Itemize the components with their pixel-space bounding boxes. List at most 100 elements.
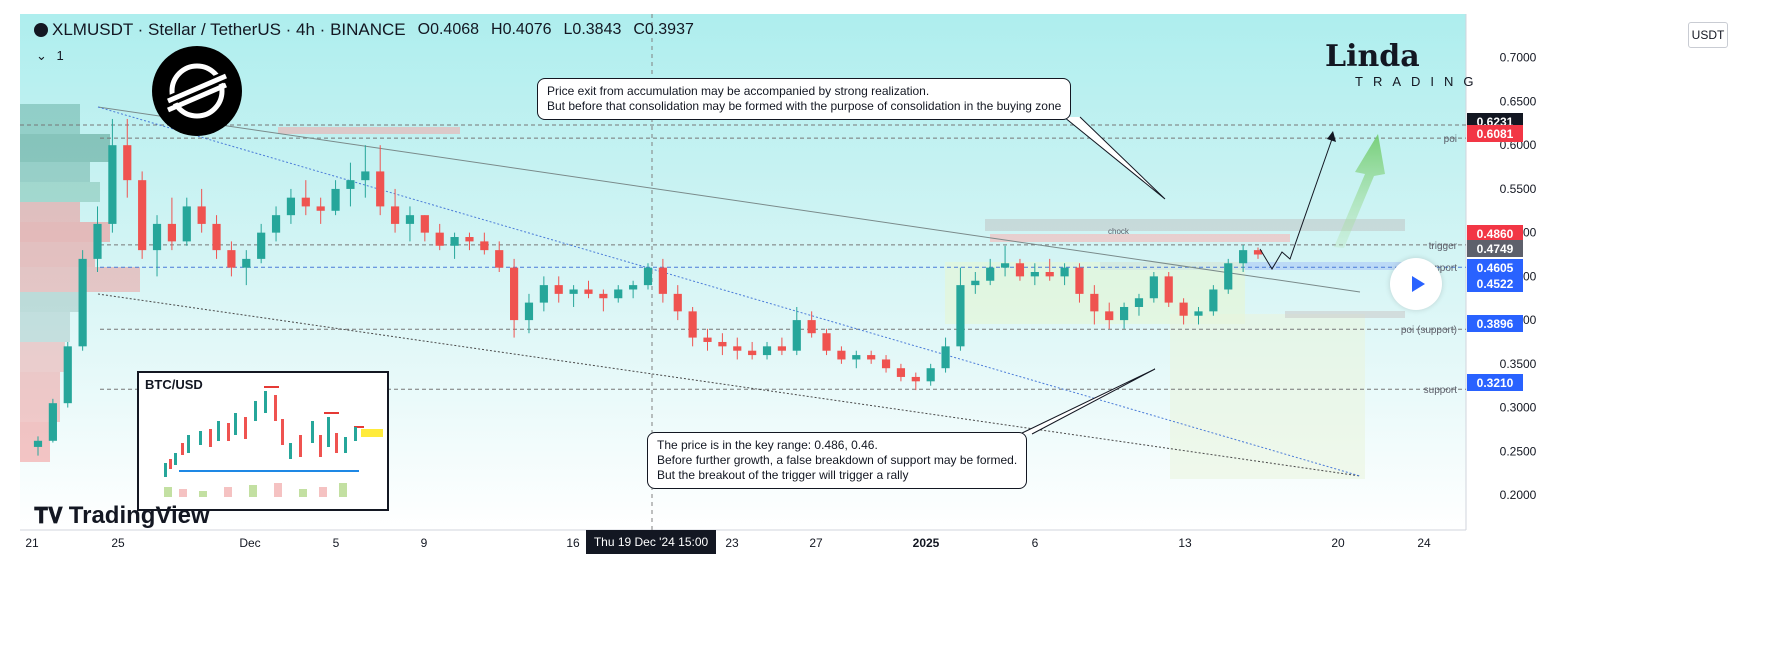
candle-body-32	[510, 267, 519, 321]
time-tick-0: 21	[25, 536, 39, 550]
price-tick-8: 0.3000	[1500, 401, 1537, 415]
time-tick-8: 2025	[913, 536, 940, 550]
level-labels: poi trigger support poi (support) support	[1401, 134, 1458, 396]
price-tick-9: 0.2500	[1500, 444, 1537, 458]
time-tick-1: 25	[111, 536, 125, 550]
ohlc-low: L0.3843	[563, 21, 622, 38]
candle-body-13	[227, 250, 236, 268]
candle-body-16	[271, 215, 281, 233]
candle-body-74	[1134, 298, 1144, 307]
price-badge-6: 0.3896	[1477, 317, 1514, 331]
candle-body-80	[1224, 263, 1233, 290]
support-zone	[1100, 262, 1430, 270]
price-unit-button[interactable]: USDT	[1688, 22, 1728, 48]
candle-body-24	[390, 206, 400, 224]
bottom-callout-line-1: The price is in the key range: 0.486, 0.…	[657, 438, 878, 452]
projected-path	[1259, 138, 1333, 270]
candle-body-70	[1075, 267, 1084, 294]
time-tick-3: 5	[333, 536, 340, 550]
candle-body-19	[316, 206, 325, 211]
price-badge-1: 0.6081	[1477, 127, 1514, 141]
price-badge-5: 0.4522	[1477, 277, 1514, 291]
candle-body-56	[867, 355, 876, 360]
candle-body-34	[539, 285, 548, 303]
candle-body-81	[1239, 250, 1248, 264]
candle-body-1	[48, 403, 57, 441]
bottom-callout-line-2: Before further growth, a false breakdown…	[657, 453, 1018, 467]
price-tick-3: 0.5500	[1500, 182, 1537, 196]
scroll-to-realtime-button[interactable]	[1390, 258, 1442, 310]
level-label-4: support	[1424, 385, 1458, 396]
candle-body-42	[658, 267, 667, 294]
bottom-callout: The price is in the key range: 0.486, 0.…	[647, 432, 1028, 489]
candle-body-30	[480, 241, 489, 251]
candle-body-73	[1120, 306, 1129, 321]
candle-body-64	[986, 267, 995, 281]
price-tick-7: 0.3500	[1500, 357, 1537, 371]
candle-body-51	[792, 320, 801, 351]
time-tick-5: 16	[566, 536, 580, 550]
level-label-2: support	[1424, 263, 1458, 274]
candle-body-31	[495, 250, 504, 268]
candle-body-10	[182, 206, 191, 242]
symbol-title[interactable]: XLMUSDT · Stellar / TetherUS · 4h · BINA…	[52, 20, 406, 39]
candle-body-39	[614, 289, 623, 299]
time-tick-9: 6	[1032, 536, 1039, 550]
candle-body-65	[1000, 263, 1010, 268]
candle-body-18	[301, 197, 310, 207]
bottom-callout-pointer	[1019, 368, 1156, 435]
candle-body-23	[376, 171, 385, 207]
candle-body-55	[852, 355, 861, 360]
candle-body-75	[1149, 276, 1158, 299]
play-icon	[1411, 276, 1425, 292]
ohlc-high: H0.4076	[491, 21, 552, 38]
chevron-down-icon[interactable]: ⌄	[36, 48, 47, 63]
candle-body-49	[762, 346, 772, 356]
crosshair-time-label: Thu 19 Dec '24 15:00	[594, 535, 709, 549]
candle-body-11	[197, 206, 206, 224]
top-callout-line-1: Price exit from accumulation may be acco…	[547, 84, 930, 98]
symbol-icon	[34, 23, 48, 37]
indicator-toggle[interactable]: ⌄ 1	[36, 48, 64, 64]
candle-body-20	[331, 188, 340, 211]
tradingview-logo[interactable]: 𝐓𝐕 TradingView	[34, 502, 210, 530]
candle-body-68	[1045, 272, 1054, 277]
candle-body-6	[123, 145, 132, 181]
candle-body-43	[673, 293, 682, 312]
candle-body-69	[1060, 267, 1069, 277]
price-badge-bg-3	[1467, 240, 1523, 257]
time-tick-4: 9	[421, 536, 428, 550]
price-tick-10: 0.2000	[1500, 488, 1537, 502]
level-label-1: trigger	[1429, 241, 1458, 252]
price-badge-bg-2	[1467, 225, 1523, 242]
price-badge-3: 0.4749	[1477, 242, 1514, 256]
top-callout: Price exit from accumulation may be acco…	[537, 78, 1072, 120]
time-axis: 21 25 Dec 5 9 16 23 27 2025 6 13 20 24	[25, 536, 1431, 550]
brand-logo: Linda TRADING	[1325, 39, 1484, 89]
candle-body-59	[911, 376, 920, 382]
candle-body-17	[286, 197, 296, 216]
candle-body-21	[346, 180, 355, 189]
candle-body-48	[748, 350, 757, 356]
symbol-header[interactable]: XLMUSDT · Stellar / TetherUS · 4h · BINA…	[34, 20, 694, 40]
candle-body-8	[152, 223, 162, 251]
brand-top-line: Linda	[1325, 39, 1420, 74]
candle-body-63	[971, 280, 980, 286]
candle-body-78	[1194, 311, 1203, 316]
level-label-3: poi (support)	[1401, 325, 1457, 336]
candle-body-12	[212, 223, 221, 251]
candle-body-82	[1253, 250, 1263, 255]
time-tick-6: 23	[725, 536, 739, 550]
candle-body-0	[33, 440, 43, 447]
time-tick-10: 13	[1178, 536, 1192, 550]
candle-body-3	[78, 258, 87, 347]
candle-body-76	[1164, 276, 1173, 303]
bottom-callout-line-3: But the breakout of the trigger will tri…	[657, 468, 909, 482]
top-liquidity-zone	[278, 127, 460, 134]
chart-frame[interactable]: poi trigger support poi (support) support ch…	[20, 14, 1730, 636]
candle-body-45	[703, 337, 712, 342]
candle-body-44	[688, 311, 697, 338]
crosshair-time-label-bg	[586, 530, 716, 554]
time-tick-2: Dec	[239, 536, 260, 550]
ohlc-close: C0.3937	[633, 21, 694, 38]
